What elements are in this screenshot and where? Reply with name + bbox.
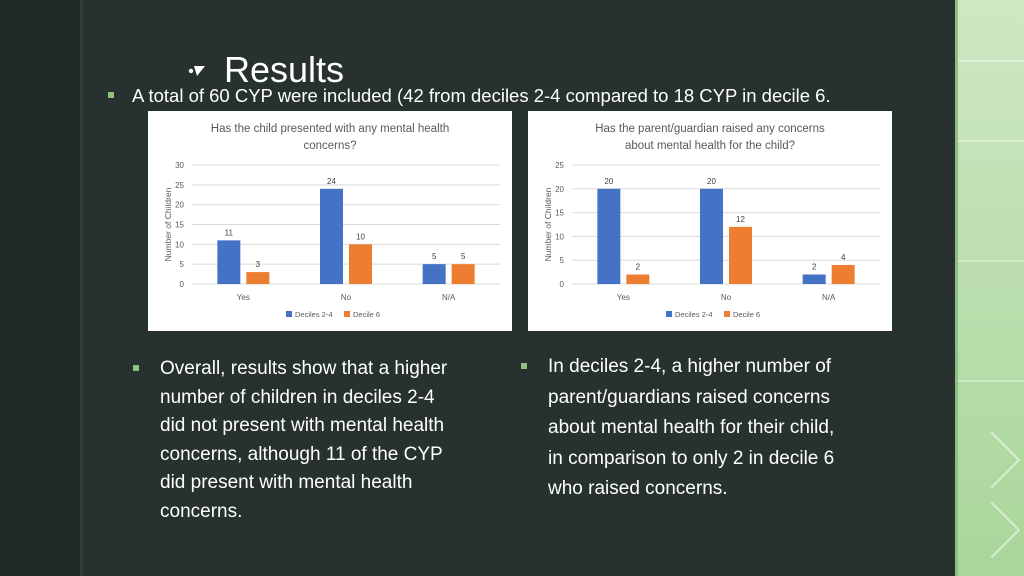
bar-decile-6 xyxy=(626,274,650,284)
chart-title-line: concerns? xyxy=(303,140,356,152)
intro-text: A total of 60 CYP were included (42 from… xyxy=(132,85,831,106)
chart-mental-health-presentation: Has the child presented with any mental … xyxy=(148,111,512,331)
bar-decile-6 xyxy=(729,226,752,284)
bar-deciles-2-4 xyxy=(320,188,343,284)
chart-title-line: about mental health for the child? xyxy=(625,140,795,152)
bar-decile-6 xyxy=(246,272,270,284)
y-tick-label: 20 xyxy=(175,201,184,210)
decor-band xyxy=(958,380,1024,382)
chart-svg: Has the child presented with any mental … xyxy=(163,123,500,319)
legend-label: Deciles 2-4 xyxy=(675,310,713,319)
data-label: 11 xyxy=(225,228,234,237)
legend-label: Decile 6 xyxy=(353,310,380,319)
y-tick-label: 5 xyxy=(560,256,565,265)
data-label: 20 xyxy=(707,177,716,186)
y-tick-label: 0 xyxy=(560,280,565,289)
x-tick-label: No xyxy=(721,293,732,302)
decor-band xyxy=(958,140,1024,142)
paragraph-line: did present with mental health xyxy=(160,472,413,493)
paragraph-line: parent/guardians raised concerns xyxy=(548,386,831,408)
chevron-decor-icon xyxy=(963,431,1021,489)
data-label: 24 xyxy=(327,177,336,186)
bar-deciles-2-4 xyxy=(802,274,826,284)
legend-swatch xyxy=(666,311,672,317)
chart-title-line: Has the parent/guardian raised any conce… xyxy=(595,123,825,135)
bar-deciles-2-4 xyxy=(597,188,621,284)
bar-deciles-2-4 xyxy=(217,240,241,284)
data-label: 4 xyxy=(841,253,846,262)
arrow-bullet-icon xyxy=(188,62,206,78)
left-divider xyxy=(80,0,83,576)
legend-label: Decile 6 xyxy=(733,310,760,319)
chart-parent-concerns: Has the parent/guardian raised any conce… xyxy=(528,111,892,331)
x-tick-label: N/A xyxy=(822,293,836,302)
data-label: 2 xyxy=(636,262,641,271)
legend-swatch xyxy=(344,311,350,317)
right-divider xyxy=(955,0,958,576)
data-label: 10 xyxy=(356,232,365,241)
paragraph-line: in comparison to only 2 in decile 6 xyxy=(548,447,835,469)
left-decor-strip xyxy=(0,0,80,576)
square-bullet-icon xyxy=(133,365,139,371)
y-tick-label: 25 xyxy=(555,161,564,170)
legend-swatch xyxy=(724,311,730,317)
bar-decile-6 xyxy=(451,264,475,284)
y-tick-label: 0 xyxy=(180,280,185,289)
bar-decile-6 xyxy=(831,264,855,284)
y-tick-label: 5 xyxy=(180,260,185,269)
legend-swatch xyxy=(286,311,292,317)
intro-line: A total of 60 CYP were included (42 from… xyxy=(108,84,831,108)
y-tick-label: 15 xyxy=(555,209,564,218)
paragraph-line: concerns, although 11 of the CYP xyxy=(160,443,443,465)
y-tick-label: 20 xyxy=(555,185,564,194)
square-bullet-icon xyxy=(108,92,114,99)
legend-label: Deciles 2-4 xyxy=(295,310,333,319)
x-tick-label: No xyxy=(341,293,352,302)
paragraph-line: did not present with mental health xyxy=(160,415,445,436)
x-tick-label: Yes xyxy=(617,293,630,302)
y-tick-label: 10 xyxy=(555,232,564,241)
paragraph-left: Overall, results show that a higher numb… xyxy=(133,355,500,526)
paragraph-line: concerns. xyxy=(160,500,243,522)
paragraph-line: who raised concerns. xyxy=(548,478,728,499)
y-tick-label: 15 xyxy=(175,221,184,230)
data-label: 12 xyxy=(736,215,745,224)
y-tick-label: 25 xyxy=(175,181,184,190)
y-tick-label: 30 xyxy=(175,161,184,170)
bar-deciles-2-4 xyxy=(422,264,446,284)
data-label: 2 xyxy=(812,262,817,271)
paragraph-line: Overall, results show that a higher xyxy=(160,358,448,379)
data-label: 20 xyxy=(604,177,613,186)
decor-band xyxy=(958,60,1024,62)
data-label: 3 xyxy=(256,260,261,269)
paragraph-line: about mental health for their child, xyxy=(548,417,835,438)
x-tick-label: N/A xyxy=(442,293,456,302)
decor-band xyxy=(958,260,1024,262)
data-label: 5 xyxy=(461,252,466,261)
right-decor-strip xyxy=(958,0,1024,576)
chart-svg: Has the parent/guardian raised any conce… xyxy=(543,123,880,319)
paragraph-line: In deciles 2-4, a higher number of xyxy=(548,356,832,377)
chart-title-line: Has the child presented with any mental … xyxy=(211,123,449,135)
slide-title: Results xyxy=(224,49,345,90)
paragraph-right: In deciles 2-4, a higher number of paren… xyxy=(521,352,908,505)
y-axis-label: Number of Children xyxy=(163,187,173,261)
y-tick-label: 10 xyxy=(175,240,184,249)
bar-deciles-2-4 xyxy=(700,188,723,284)
chevron-decor-icon xyxy=(963,501,1021,559)
bar-decile-6 xyxy=(349,244,372,284)
paragraph-line: number of children in deciles 2-4 xyxy=(160,386,435,408)
x-tick-label: Yes xyxy=(237,293,250,302)
y-axis-label: Number of Children xyxy=(543,187,553,261)
title-row: Results xyxy=(188,50,344,90)
square-bullet-icon xyxy=(521,363,527,369)
data-label: 5 xyxy=(432,252,437,261)
